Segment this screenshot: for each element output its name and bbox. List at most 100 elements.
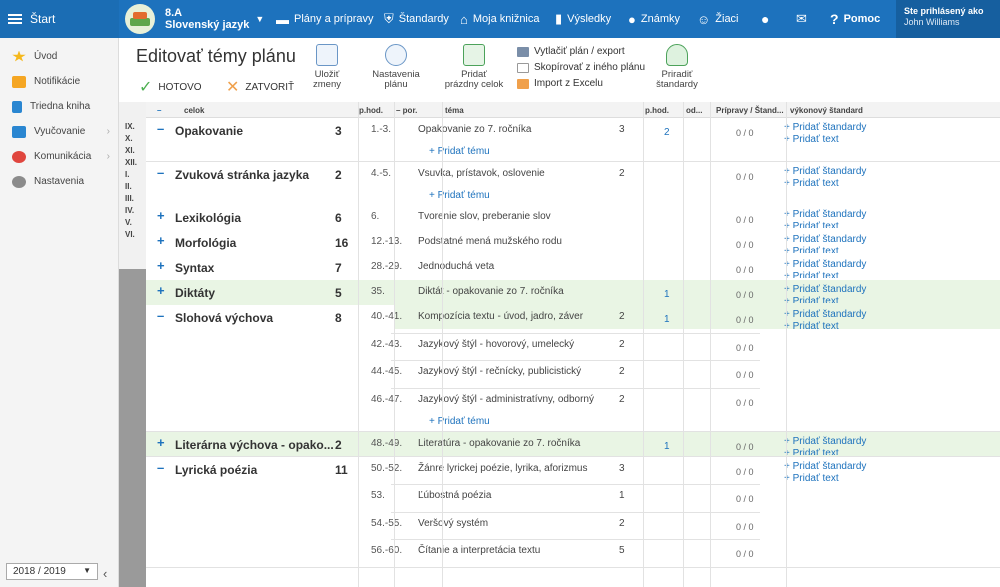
collapse-sidebar-button[interactable]: ‹ — [103, 566, 108, 581]
unit-row[interactable] — [146, 431, 1000, 456]
add-text-link[interactable]: + Pridať text — [784, 177, 839, 189]
sidebar-item-vyucovanie[interactable]: Vyučovanie › — [0, 119, 118, 144]
topic-name[interactable]: Literatúra - opakovanie zo 7. ročníka — [418, 437, 581, 449]
add-standard-link[interactable]: + Pridať štandardy — [784, 284, 867, 295]
topic-name[interactable]: Diktát - opakovanie zo 7. ročníka — [418, 286, 564, 297]
add-standard-link[interactable]: + Pridať štandardy — [784, 234, 867, 245]
add-topic-link[interactable]: + Pridať tému — [429, 146, 490, 157]
unit-row[interactable] — [146, 118, 1000, 161]
topic-name[interactable]: Tvorenie slov, preberanie slov — [418, 211, 551, 222]
add-text-link[interactable]: + Pridať text — [784, 134, 839, 145]
topic-name[interactable]: Jednoduchá veta — [418, 261, 495, 272]
topic-od-link[interactable]: 1 — [664, 440, 670, 452]
topic-od-link[interactable]: 1 — [664, 289, 670, 300]
nav-results[interactable]: ▮ Výsledky — [555, 0, 611, 38]
topic-od-link[interactable]: 2 — [664, 127, 670, 138]
assign-standards-button[interactable]: Priradiť štandardy — [649, 44, 705, 90]
collapse-all-icon[interactable]: – — [157, 106, 162, 115]
nav-library[interactable]: ⌂ Moja knižnica — [460, 0, 540, 38]
header-pripravy[interactable]: Prípravy / Štand... — [716, 106, 784, 115]
unit-row[interactable] — [146, 255, 1000, 280]
header-tema[interactable]: téma — [445, 106, 464, 115]
add-standard-link[interactable]: + Pridať štandardy — [784, 209, 867, 220]
add-text-link[interactable]: + Pridať text — [784, 221, 839, 228]
expand-icon[interactable]: + — [157, 283, 165, 298]
add-topic-link[interactable]: + Pridať tému — [429, 189, 490, 201]
add-standard-link[interactable]: + Pridať štandardy — [784, 309, 867, 320]
topic-name[interactable]: Jazykový štýl - rečnícky, publicistický — [418, 366, 582, 377]
nav-standards[interactable]: ⛨ Štandardy — [384, 0, 449, 38]
topic-name[interactable]: Jazykový štýl - administratívny, odborný — [418, 393, 594, 405]
add-standard-link[interactable]: + Pridať štandardy — [784, 435, 867, 447]
unit-row[interactable] — [146, 280, 1000, 305]
add-empty-unit-button[interactable]: Pridať prázdny celok — [439, 44, 509, 90]
add-text-link[interactable]: + Pridať text — [784, 296, 839, 303]
header-por[interactable]: – por. — [396, 106, 418, 115]
topic-name[interactable]: Opakovanie zo 7. ročníka — [418, 124, 532, 135]
add-text-link[interactable]: + Pridať text — [784, 271, 839, 278]
add-text-link[interactable]: + Pridať text — [784, 321, 839, 332]
add-standard-link[interactable]: + Pridať štandardy — [784, 460, 867, 472]
expand-icon[interactable]: + — [157, 208, 165, 223]
collapse-icon[interactable]: – — [157, 459, 165, 475]
collapse-icon[interactable]: – — [157, 121, 165, 136]
sidebar-item-uvod[interactable]: Úvod — [0, 44, 118, 69]
school-year-select[interactable]: 2018 / 2019 ▼ — [6, 563, 98, 580]
expand-icon[interactable]: + — [157, 233, 165, 248]
header-vykonovy-standard[interactable]: výkonový štandard — [790, 106, 863, 115]
add-standard-link[interactable]: + Pridať štandardy — [784, 122, 867, 133]
start-menu-button[interactable]: Štart — [0, 0, 119, 38]
done-button[interactable]: ✓ HOTOVO — [139, 77, 202, 97]
user-info[interactable]: Ste prihlásený ako John Williams — [896, 0, 1000, 38]
copy-plan-link[interactable]: Skopírovať z iného plánu — [517, 60, 645, 76]
topic-name[interactable]: Ľúbostná poézia — [418, 490, 492, 501]
add-standard-link[interactable]: + Pridať štandardy — [784, 259, 867, 270]
add-text-link[interactable]: + Pridať text — [784, 246, 839, 253]
nav-grades[interactable]: ● Známky — [628, 0, 680, 38]
mail-icon[interactable]: ✉ — [796, 11, 807, 26]
help-button[interactable]: ? Pomoc — [830, 0, 880, 38]
topic-name[interactable]: Jazykový štýl - hovorový, umelecký — [418, 338, 575, 350]
unit-name[interactable]: Opakovanie — [175, 124, 244, 138]
close-button[interactable]: ✕ ZATVORIŤ — [226, 77, 294, 97]
plan-settings-button[interactable]: Nastavenia plánu — [363, 44, 429, 90]
sidebar-item-komunikacia[interactable]: Komunikácia › — [0, 144, 118, 169]
unit-row[interactable] — [146, 205, 1000, 230]
class-subject-selector[interactable]: 8.A Slovenský jazyk ▼ — [125, 4, 264, 34]
unit-name[interactable]: Zvuková stránka jazyka — [175, 167, 310, 182]
import-excel-link[interactable]: Import z Excelu — [517, 76, 645, 92]
unit-name[interactable]: Literárna výchova - opako... — [175, 437, 334, 452]
topic-od-link[interactable]: 1 — [664, 314, 670, 325]
topic-name[interactable]: Kompozícia textu - úvod, jadro, záver — [418, 311, 584, 322]
expand-icon[interactable]: + — [157, 258, 165, 273]
sidebar-item-triedna-kniha[interactable]: Triedna kniha — [0, 94, 118, 119]
topic-name[interactable]: Podstatné mená mužského rodu — [418, 236, 562, 247]
unit-name[interactable]: Diktáty — [175, 286, 216, 300]
sidebar-item-nastavenia[interactable]: Nastavenia — [0, 169, 118, 194]
header-od[interactable]: od... — [686, 106, 703, 115]
header-phod[interactable]: p.hod. — [359, 106, 383, 115]
unit-name[interactable]: Syntax — [175, 261, 215, 275]
topic-name[interactable]: Žánre lyrickej poézie, lyrika, aforizmus — [418, 462, 588, 474]
unit-name[interactable]: Morfológia — [175, 236, 237, 250]
header-celok[interactable]: celok — [184, 106, 205, 115]
nav-students[interactable]: ☺ Žiaci — [697, 0, 739, 38]
unit-name[interactable]: Lyrická poézia — [175, 462, 258, 477]
unit-name[interactable]: Slohová výchova — [175, 311, 274, 325]
add-text-link[interactable]: + Pridať text — [784, 472, 839, 484]
expand-icon[interactable]: + — [157, 434, 165, 450]
add-standard-link[interactable]: + Pridať štandardy — [784, 165, 867, 177]
add-text-link[interactable]: + Pridať text — [784, 447, 839, 455]
collapse-icon[interactable]: – — [157, 308, 165, 323]
topic-name[interactable]: Veršový systém — [418, 517, 489, 529]
header-phod-tema[interactable]: p.hod. — [645, 106, 669, 115]
sidebar-item-notifikacie[interactable]: Notifikácie — [0, 69, 118, 94]
unit-name[interactable]: Lexikológia — [175, 211, 242, 225]
topic-name[interactable]: Čítanie a interpretácia textu — [418, 545, 541, 556]
chat-icon[interactable]: ● — [761, 11, 770, 27]
print-export-link[interactable]: Vytlačiť plán / export — [517, 44, 645, 60]
collapse-icon[interactable]: – — [157, 164, 165, 180]
add-topic-link[interactable]: + Pridať tému — [429, 416, 490, 427]
nav-plans[interactable]: ▬ Plány a prípravy — [276, 0, 373, 38]
unit-row[interactable] — [146, 230, 1000, 255]
